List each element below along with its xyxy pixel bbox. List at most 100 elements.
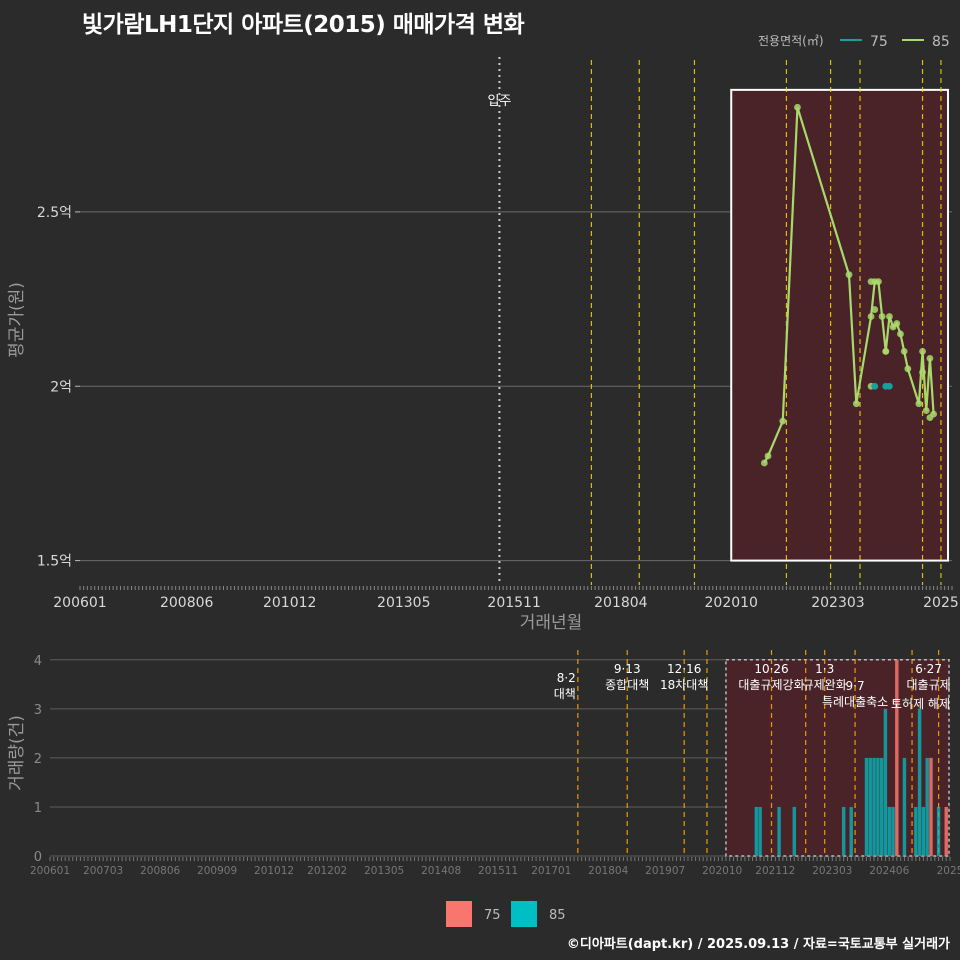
vol-x-tick-label: 202303 — [812, 865, 852, 877]
series-85-point — [852, 400, 860, 408]
vol-bar-85 — [841, 806, 846, 856]
x-tick-label: 201305 — [377, 595, 430, 611]
vol-bar-85 — [754, 806, 759, 856]
x-tick-label: 201511 — [487, 595, 540, 611]
series-85-point — [922, 407, 930, 415]
series-85-point — [845, 271, 853, 279]
vol-bar-85 — [925, 757, 929, 856]
vol-x-tick-label: 200703 — [83, 865, 123, 877]
vol-x-tick-label: 201408 — [421, 865, 461, 877]
vol-y-tick-label: 2 — [34, 752, 42, 767]
x-tick-label: 200601 — [53, 595, 106, 611]
vol-x-tick-label: 202406 — [869, 865, 909, 877]
y-tick-label: 2.5억 — [37, 205, 72, 221]
series-85-point — [919, 347, 926, 355]
vol-x-tick-label: 200806 — [140, 865, 180, 877]
vol-bar-85 — [891, 806, 895, 856]
series-85-point — [874, 278, 882, 286]
x-tick-label: 200806 — [160, 595, 214, 611]
vol-bar-85 — [849, 806, 853, 856]
vol-x-tick-label: 201305 — [364, 865, 404, 877]
highlight-region — [730, 88, 949, 562]
vol-policy-label: 12·16 18차대책 — [660, 662, 708, 692]
vol-policy-label: 8·2 대책 — [554, 671, 576, 701]
y-tick-label: 1.5억 — [37, 554, 72, 570]
vol-bar-85 — [864, 757, 869, 856]
vol-policy-label: 1·3 규제완화 — [803, 662, 847, 692]
vol-bar-85 — [868, 757, 872, 856]
vol-policy-label: 10·26 대출규제강화 — [738, 662, 804, 692]
vol-bar-85 — [921, 806, 926, 856]
legend-title: 전용면적(㎡) — [758, 34, 824, 48]
vol-y-tick-label: 1 — [34, 801, 42, 816]
vol-bar-75 — [944, 806, 948, 856]
vol-bar-85 — [879, 757, 884, 856]
legends: 전용면적(㎡) 75 85 75 85 — [446, 34, 950, 927]
move-in-label: 입주 — [487, 94, 511, 109]
vol-x-tick-label: 201907 — [645, 865, 685, 877]
vol-policy-label: 9·7 특례대출축소 — [822, 679, 888, 709]
vol-x-tick-label: 201202 — [307, 865, 347, 877]
vol-x-tick-label: 202112 — [755, 865, 795, 877]
series-85-point — [760, 459, 768, 467]
vol-policy-label: 9·13 종합대책 — [605, 662, 649, 692]
vol-bar-85 — [936, 806, 941, 856]
vol-x-tick-label: 201511 — [478, 865, 518, 877]
price-panel: 1.5억 2억 2.5억 200601 200806 201012 201305 201511… — [7, 57, 959, 633]
series-85-point — [886, 313, 893, 320]
series-85-point — [904, 365, 912, 373]
vol-legend-85-swatch — [511, 901, 537, 927]
volume-panel: 0 1 2 3 4 8·2 대책 9·13 종합대책 12·16 18차대책 10·26 대출규제강화1… — [7, 650, 960, 877]
series-85-point — [893, 320, 901, 327]
credit-text: ©디아파트(dapt.kr) / 2025.09.13 / 자료=국토교통부 실… — [566, 937, 950, 952]
series-85-point — [897, 330, 904, 338]
vol-bar-75 — [929, 757, 933, 856]
series-85-point — [919, 368, 926, 376]
vol-y-axis-title: 거래량(건) — [7, 715, 27, 791]
x-tick-label: 202303 — [811, 595, 864, 611]
vol-bar-85 — [777, 806, 781, 856]
vol-bar-85 — [883, 708, 888, 856]
vol-bar-85 — [917, 708, 922, 856]
vol-x-tick-label: 200909 — [197, 865, 237, 877]
vol-bar-85 — [902, 757, 907, 856]
vol-legend-75-swatch — [446, 901, 472, 927]
vol-x-tick-label: 201012 — [254, 865, 294, 877]
legend-85-label: 85 — [932, 34, 950, 50]
x-tick-label: 202010 — [705, 595, 758, 611]
series-85-point — [878, 313, 886, 320]
vol-bar-85 — [876, 757, 880, 856]
vol-bar-85 — [914, 806, 918, 856]
vol-policy-label: 6·27 대출규제 — [907, 662, 951, 692]
series-85-point — [867, 313, 875, 320]
legend-75-label: 75 — [870, 34, 888, 50]
vol-bar-85 — [758, 806, 762, 856]
series-75-point — [871, 382, 879, 390]
series-85-point — [867, 278, 875, 286]
series-85-point — [926, 414, 934, 422]
vol-legend-85-label: 85 — [549, 908, 566, 923]
vol-bar-85 — [792, 806, 796, 856]
series-85-point — [764, 452, 772, 460]
series-85-point — [871, 306, 879, 313]
chart-title: 빛가람LH1단지 아파트(2015) 매매가격 변화 — [82, 12, 525, 38]
vol-bar-85 — [872, 757, 876, 856]
series-85-point — [926, 354, 934, 362]
vol-bar-85 — [887, 806, 891, 856]
x-tick-label: 2025 — [923, 595, 959, 611]
series-85-point — [915, 400, 923, 408]
series-85-point — [882, 347, 890, 355]
vol-policy-label-extra: 토허제 해제 — [891, 697, 950, 711]
vol-x-tick-label: 2025 — [937, 865, 960, 877]
vol-x-tick-label: 201804 — [588, 865, 628, 877]
x-tick-label: 201012 — [263, 595, 316, 611]
vol-y-tick-label: 4 — [34, 654, 42, 669]
y-tick-label: 2억 — [50, 379, 72, 395]
vol-x-tick-label: 202010 — [702, 865, 742, 877]
series-85-point — [779, 417, 787, 425]
series-85-point — [900, 347, 908, 355]
vol-x-tick-label: 201701 — [531, 865, 571, 877]
series-85-point — [794, 103, 801, 111]
x-tick-label: 201804 — [594, 595, 648, 611]
